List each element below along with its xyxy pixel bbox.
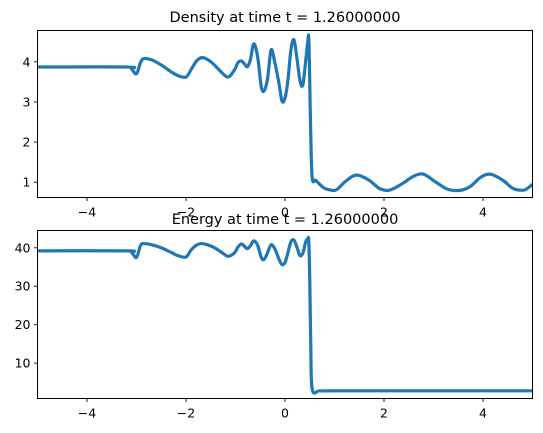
energy-xtick-label: −2 (177, 406, 195, 421)
density-series (37, 33, 533, 193)
energy-xtick-label: 4 (479, 406, 487, 421)
energy-series (37, 235, 533, 395)
energy-ytick-label: 40 (15, 240, 31, 255)
density-xtick-label: −2 (177, 205, 195, 220)
energy-ytick-label: 10 (15, 356, 31, 371)
energy-axes: Energy at time t = 1.26000000 −4 −2 0 2 4 10 2… (15, 212, 533, 421)
energy-ytick-label: 20 (15, 317, 31, 332)
energy-title: Energy at time t = 1.26000000 (172, 212, 399, 228)
density-axes: Density at time t = 1.26000000 −4 −2 0 2 4 1 2… (23, 10, 533, 220)
density-ytick-label: 4 (23, 54, 31, 69)
density-xtick-label: 4 (479, 205, 487, 220)
density-ytick-label: 2 (23, 135, 31, 150)
energy-xtick-label: 0 (281, 406, 289, 421)
energy-ticks: −4 −2 0 2 4 10 20 30 40 (15, 240, 487, 420)
density-line (37, 33, 533, 193)
density-xtick-label: 0 (281, 205, 289, 220)
density-ticks: −4 −2 0 2 4 1 2 3 4 (23, 54, 487, 219)
energy-xtick-label: 2 (380, 406, 388, 421)
density-ytick-label: 1 (23, 175, 31, 190)
energy-frame (37, 230, 533, 399)
density-title: Density at time t = 1.26000000 (170, 10, 401, 26)
density-xtick-label: 2 (380, 205, 388, 220)
density-ytick-label: 3 (23, 94, 31, 109)
density-frame (37, 30, 533, 198)
energy-ytick-label: 30 (15, 279, 31, 294)
energy-line (37, 235, 533, 395)
density-xtick-label: −4 (78, 205, 96, 220)
energy-xtick-label: −4 (78, 406, 96, 421)
